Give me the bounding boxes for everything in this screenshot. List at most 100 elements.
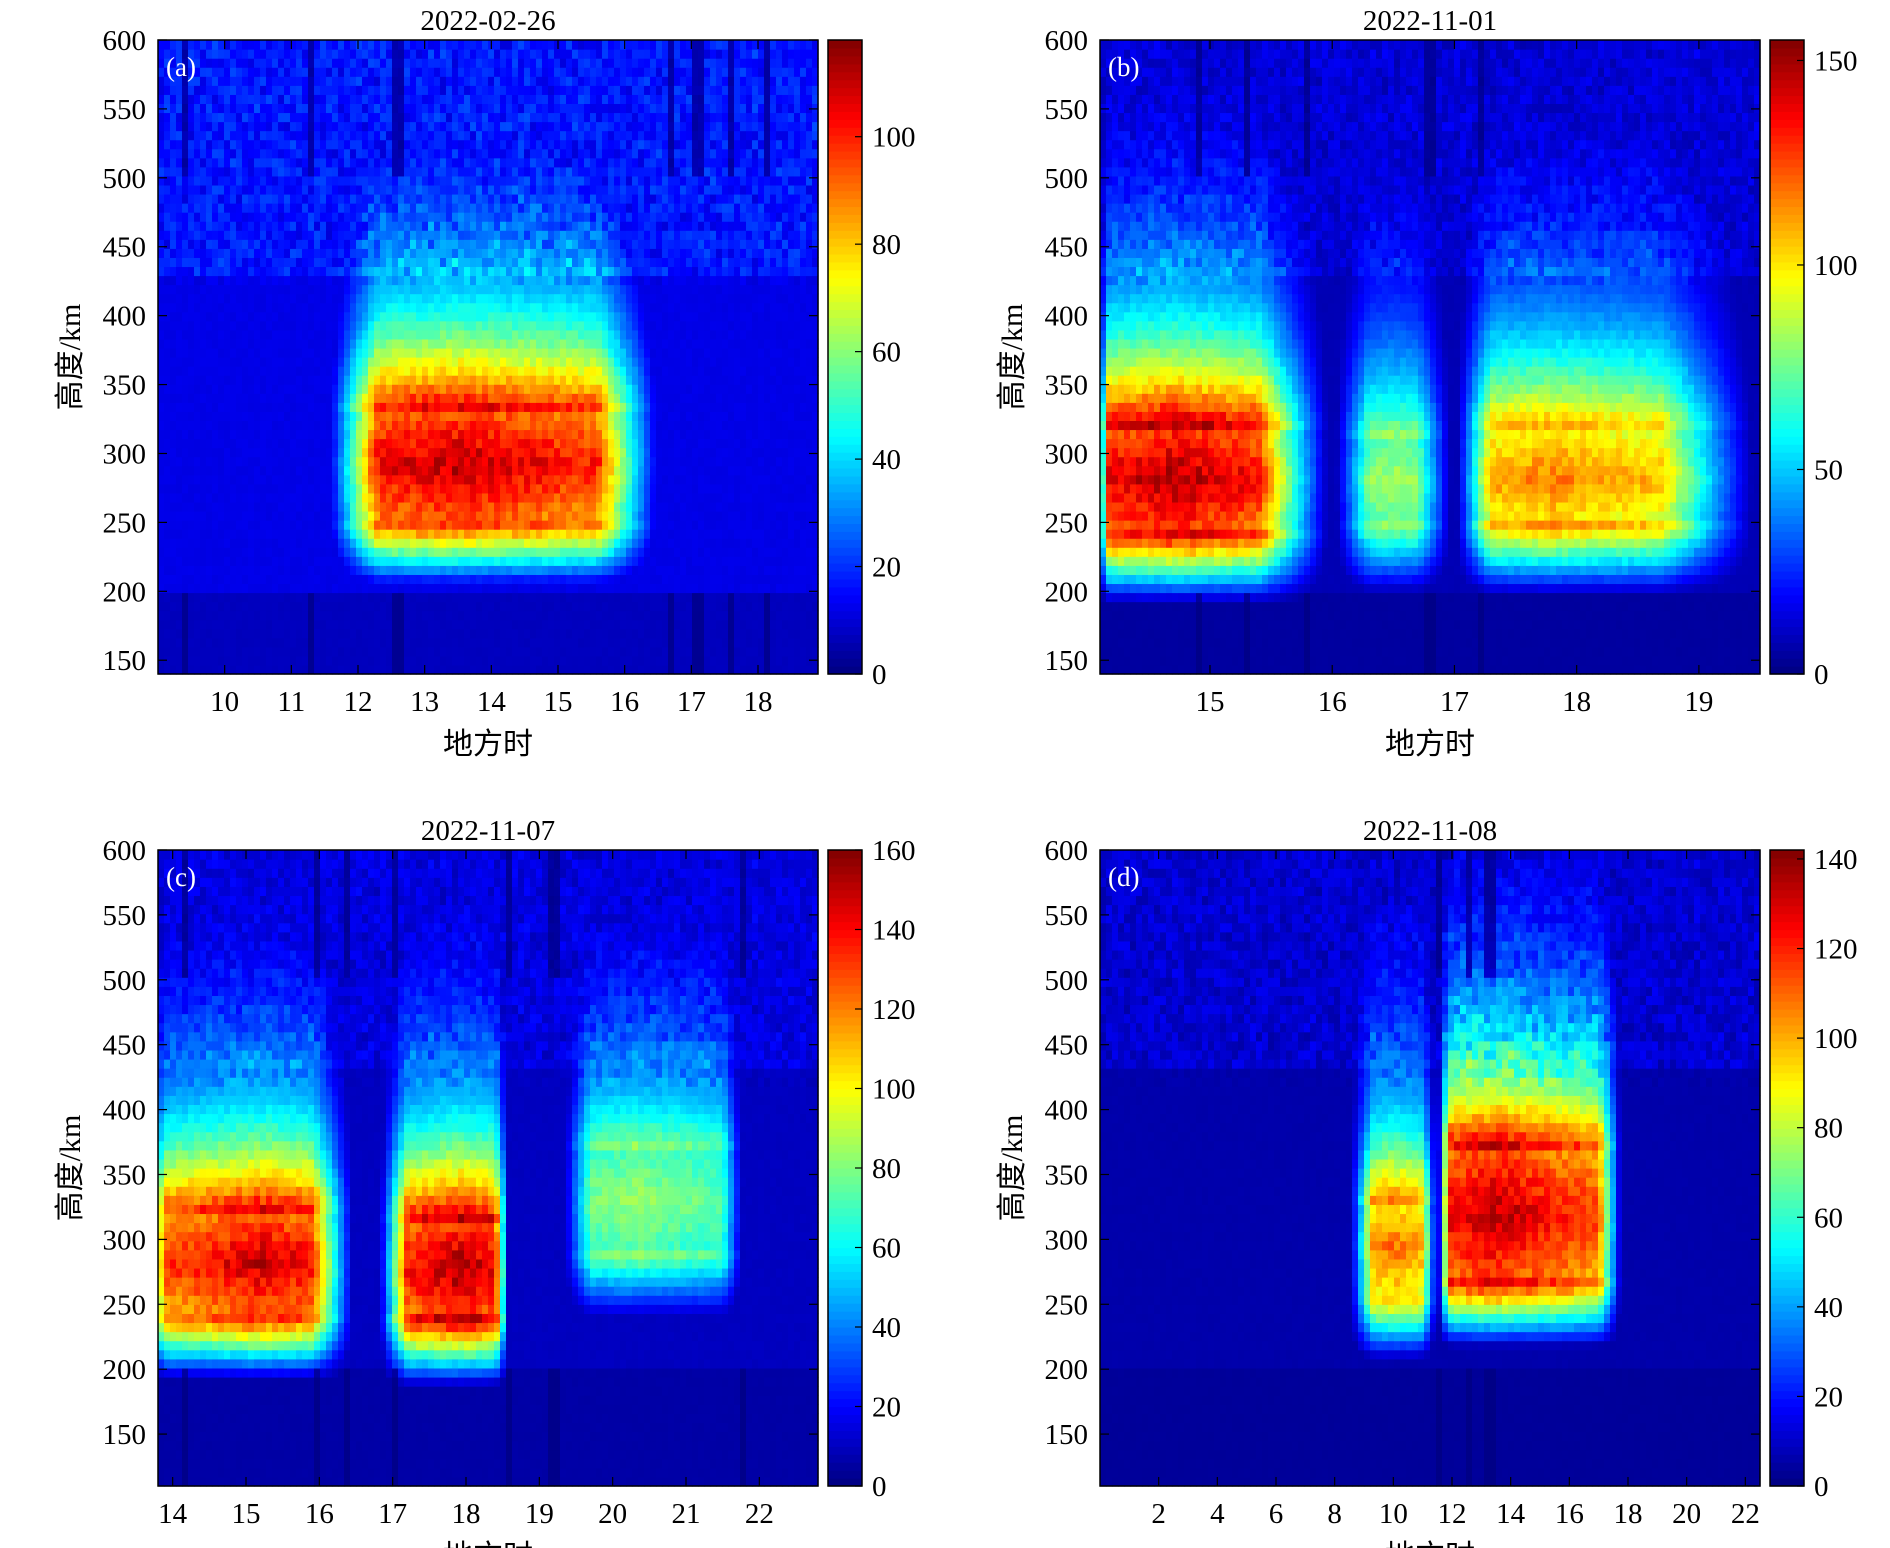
heatmap-cell (338, 357, 345, 367)
heatmap-cell (386, 67, 393, 77)
heatmap-cell (422, 375, 429, 385)
heatmap-cell (560, 637, 567, 648)
heatmap-cell (518, 420, 525, 431)
heatmap-cell (530, 40, 537, 50)
heatmap-cell (464, 311, 471, 322)
heatmap-cell (158, 329, 165, 340)
heatmap-cell (458, 483, 465, 494)
heatmap-cell (320, 166, 327, 177)
heatmap-cell (188, 565, 195, 575)
heatmap-cell (458, 420, 465, 431)
heatmap-cell (350, 302, 357, 313)
heatmap-cell (422, 447, 429, 458)
heatmap-cell (260, 175, 267, 186)
heatmap-cell (176, 501, 183, 512)
heatmap-cell (386, 121, 393, 132)
heatmap-cell (332, 248, 339, 258)
heatmap-cell (392, 501, 399, 512)
heatmap-cell (500, 565, 507, 575)
heatmap-cell (224, 393, 231, 403)
heatmap-cell (200, 529, 207, 539)
heatmap-cell (338, 456, 345, 467)
heatmap-cell (224, 601, 231, 612)
heatmap-cell (272, 501, 279, 512)
heatmap-cell (314, 447, 321, 458)
heatmap-cell (212, 112, 219, 123)
heatmap-cell (158, 411, 165, 421)
heatmap-cell (398, 393, 405, 403)
heatmap-cell (338, 112, 345, 123)
heatmap-cell (524, 157, 531, 168)
heatmap-cell (506, 203, 513, 213)
heatmap-cell (560, 49, 567, 59)
heatmap-cell (566, 483, 573, 494)
heatmap-cell (290, 347, 297, 358)
heatmap-cell (488, 429, 495, 440)
heatmap-cell (194, 646, 201, 657)
heatmap-cell (566, 601, 573, 612)
heatmap-cell (404, 139, 411, 150)
heatmap-cell (548, 583, 555, 594)
heatmap-cell (296, 40, 303, 50)
heatmap-cell (284, 284, 291, 295)
heatmap-cell (506, 402, 513, 412)
heatmap-cell (308, 257, 315, 268)
heatmap-cell (428, 556, 435, 566)
heatmap-cell (434, 357, 441, 367)
heatmap-cell (248, 40, 255, 50)
heatmap-cell (512, 76, 519, 86)
heatmap-cell (530, 94, 537, 104)
heatmap-cell (206, 601, 213, 612)
heatmap-cell (170, 320, 177, 331)
heatmap-cell (542, 366, 549, 376)
heatmap-cell (398, 447, 405, 458)
heatmap-cell (458, 610, 465, 621)
heatmap-cell (530, 384, 537, 394)
heatmap-cell (458, 148, 465, 159)
heatmap-cell (290, 565, 297, 575)
heatmap-cell (170, 501, 177, 512)
heatmap-cell (290, 85, 297, 95)
heatmap-cell (284, 49, 291, 59)
heatmap-cell (572, 556, 579, 566)
heatmap-cell (434, 157, 441, 168)
heatmap-cell (428, 112, 435, 123)
heatmap-cell (506, 393, 513, 403)
heatmap-cell (530, 420, 537, 431)
heatmap-cell (476, 402, 483, 412)
heatmap-cell (188, 266, 195, 277)
heatmap-cell (302, 293, 309, 304)
heatmap-cell (548, 338, 555, 349)
heatmap-cell (416, 520, 423, 530)
heatmap-cell (572, 139, 579, 150)
heatmap-cell (200, 139, 207, 150)
heatmap-cell (254, 212, 261, 222)
heatmap-cell (290, 474, 297, 485)
heatmap-cell (584, 456, 591, 467)
heatmap-cell (518, 393, 525, 403)
heatmap-cell (224, 311, 231, 322)
heatmap-cell (404, 338, 411, 349)
heatmap-cell (266, 411, 273, 421)
heatmap-cell (398, 58, 405, 68)
heatmap-cell (170, 85, 177, 95)
heatmap-cell (254, 121, 261, 132)
heatmap-cell (416, 501, 423, 512)
heatmap-cell (314, 601, 321, 612)
heatmap-cell (488, 148, 495, 159)
heatmap-cell (182, 103, 189, 114)
heatmap-cell (452, 483, 459, 494)
heatmap-cell (524, 465, 531, 476)
heatmap-cell (470, 465, 477, 476)
heatmap-cell (410, 130, 417, 141)
heatmap-cell (248, 637, 255, 648)
heatmap-cell (170, 302, 177, 313)
heatmap-cell (512, 474, 519, 485)
heatmap-cell (386, 311, 393, 322)
heatmap-cell (212, 166, 219, 177)
heatmap-cell (158, 311, 165, 322)
heatmap-cell (506, 239, 513, 249)
heatmap-cell (248, 574, 255, 585)
heatmap-cell (572, 311, 579, 322)
heatmap-cell (170, 221, 177, 231)
